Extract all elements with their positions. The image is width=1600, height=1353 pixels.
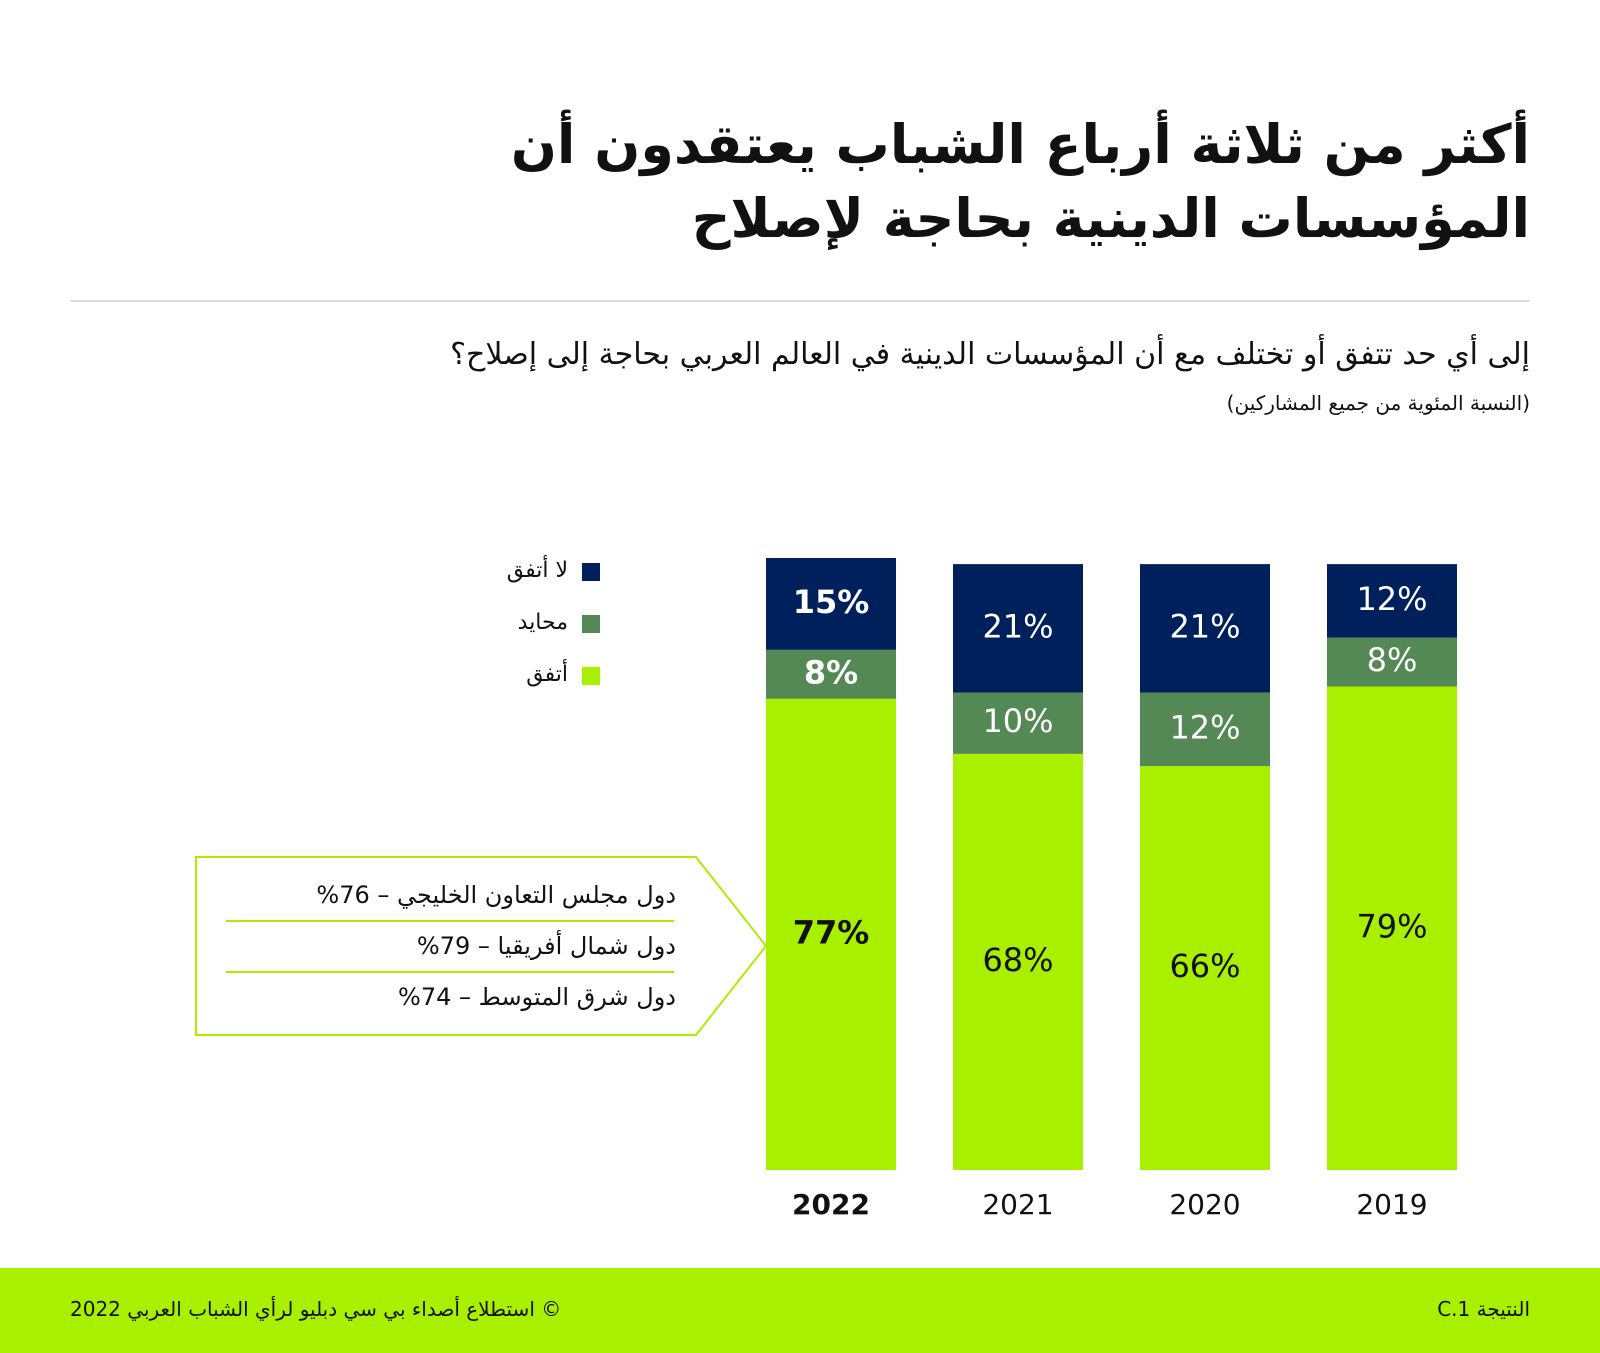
survey-question: إلى أي حد تتفق أو تختلف مع أن المؤسسات ا… bbox=[450, 337, 1530, 372]
year-label-2019: 2019 bbox=[1356, 1188, 1427, 1221]
year-label-2021: 2021 bbox=[982, 1188, 1053, 1221]
bar-disagree-2021 bbox=[953, 564, 1083, 693]
legend-label-neutral: محايد bbox=[517, 610, 568, 635]
legend-item-disagree: لا أتفق bbox=[470, 556, 600, 586]
bar-disagree-2020 bbox=[1140, 564, 1270, 693]
bar-label-agree-2021: 68% bbox=[982, 941, 1053, 979]
bar-label-neutral-2020: 12% bbox=[1169, 708, 1240, 746]
title-divider bbox=[70, 300, 1530, 302]
bar-label-agree-2019: 79% bbox=[1356, 907, 1427, 945]
bar-label-disagree-2021: 21% bbox=[982, 607, 1053, 645]
bar-agree-2022 bbox=[766, 698, 896, 1170]
callout-item-north-africa: دول شمال أفريقيا – 79% bbox=[416, 932, 676, 960]
legend-swatch-disagree bbox=[582, 563, 600, 581]
year-label-2022: 2022 bbox=[792, 1188, 870, 1221]
year-label-2020: 2020 bbox=[1169, 1188, 1240, 1221]
bar-agree-2019 bbox=[1327, 686, 1457, 1170]
bar-label-disagree-2019: 12% bbox=[1356, 580, 1427, 618]
callout-divider bbox=[226, 920, 674, 922]
callout-box bbox=[195, 856, 768, 1036]
sample-note: (النسبة المئوية من جميع المشاركين) bbox=[1226, 391, 1530, 415]
bar-neutral-2021 bbox=[953, 692, 1083, 754]
finding-id: النتيجة C.1 bbox=[1437, 1297, 1530, 1321]
bar-label-disagree-2022: 15% bbox=[793, 583, 870, 621]
bar-disagree-2022 bbox=[766, 558, 896, 650]
bar-label-neutral-2019: 8% bbox=[1367, 641, 1418, 679]
legend-item-agree: أتفق bbox=[470, 660, 600, 690]
callout-item-gcc: دول مجلس التعاون الخليجي – 76% bbox=[316, 881, 676, 909]
bar-agree-2020 bbox=[1140, 766, 1270, 1170]
bar-agree-2021 bbox=[953, 753, 1083, 1170]
legend-swatch-agree bbox=[582, 667, 600, 685]
bar-label-agree-2022: 77% bbox=[793, 913, 870, 951]
legend-label-disagree: لا أتفق bbox=[506, 558, 568, 583]
bar-label-neutral-2022: 8% bbox=[804, 653, 858, 691]
bar-label-neutral-2021: 10% bbox=[982, 702, 1053, 740]
callout-item-levant: دول شرق المتوسط – 74% bbox=[398, 983, 676, 1011]
source-credit: © استطلاع أصداء بي سي دبليو لرأي الشباب … bbox=[70, 1297, 562, 1321]
legend-label-agree: أتفق bbox=[526, 662, 568, 687]
bar-neutral-2022 bbox=[766, 649, 896, 699]
bar-neutral-2019 bbox=[1327, 637, 1457, 687]
page-title: أكثر من ثلاثة أرباع الشباب يعتقدون أن ال… bbox=[510, 113, 1530, 250]
bar-neutral-2020 bbox=[1140, 692, 1270, 767]
bar-disagree-2019 bbox=[1327, 564, 1457, 638]
stacked-bar-chart: 77% 8% 15% 2022 68% 10% 21% 2021 66% 12% 21% 2020 79… bbox=[195, 558, 1457, 1221]
footer-bar: © استطلاع أصداء بي سي دبليو لرأي الشباب … bbox=[0, 1268, 1600, 1353]
legend-swatch-neutral bbox=[582, 615, 600, 633]
bar-label-disagree-2020: 21% bbox=[1169, 607, 1240, 645]
bar-label-agree-2020: 66% bbox=[1169, 947, 1240, 985]
legend-item-neutral: محايد bbox=[470, 608, 600, 638]
callout-divider bbox=[226, 971, 674, 973]
